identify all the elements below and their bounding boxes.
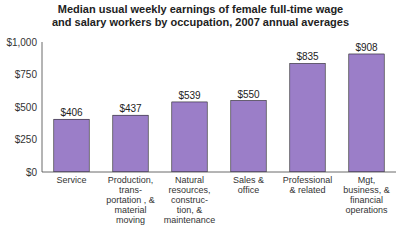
x-tick-label: Sales &office — [233, 175, 264, 195]
y-tick-label: $500 — [15, 102, 38, 113]
y-tick-label: $1,000 — [6, 37, 37, 48]
y-tick-label: $0 — [26, 167, 38, 178]
x-tick-label: Mgt,business, &financialoperations — [343, 175, 390, 215]
bar — [349, 54, 384, 172]
data-label: $908 — [355, 42, 378, 53]
data-label: $835 — [296, 51, 319, 62]
data-label: $550 — [237, 89, 260, 100]
chart: Median usual weekly earnings of female f… — [0, 0, 401, 238]
x-tick-label: Naturalresources,construc-tion, &mainten… — [164, 175, 216, 225]
y-axis — [42, 42, 43, 172]
y-tick-label: $750 — [15, 69, 38, 80]
bars — [54, 54, 384, 172]
bar — [172, 102, 207, 172]
data-label: $437 — [119, 103, 142, 114]
data-label: $406 — [60, 107, 83, 118]
bar — [54, 119, 89, 172]
data-label: $539 — [178, 90, 201, 101]
bar — [113, 115, 148, 172]
y-tick-label: $250 — [15, 134, 38, 145]
x-axis — [42, 172, 396, 173]
x-tick-label: Production,trans-portation , &materialmo… — [106, 175, 155, 225]
x-tick-label: Professional& related — [283, 175, 333, 195]
bar — [290, 63, 325, 172]
x-tick-label: Service — [56, 175, 86, 185]
bar — [231, 101, 266, 173]
title: Median usual weekly earnings of female f… — [52, 3, 349, 28]
